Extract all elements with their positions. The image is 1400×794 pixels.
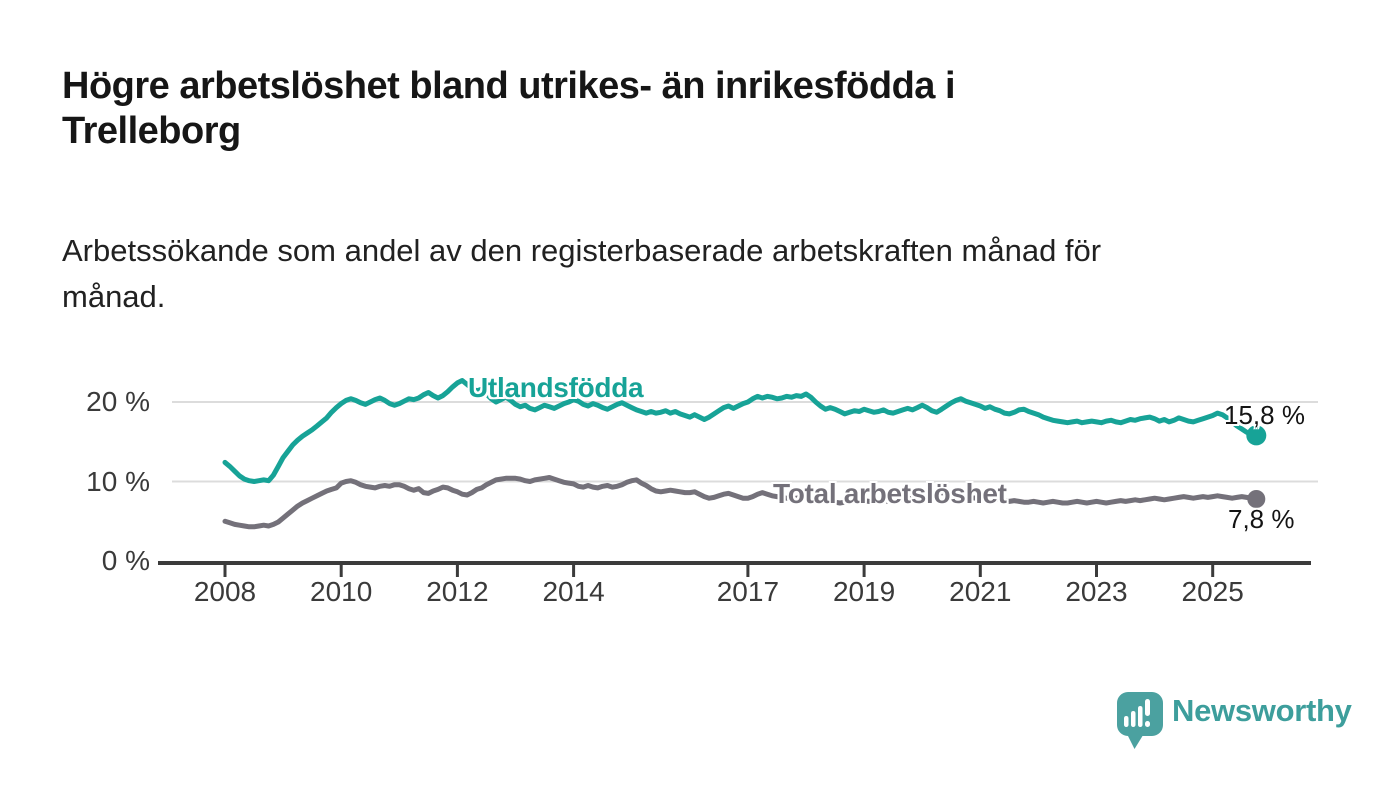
series-line-1 bbox=[222, 475, 1259, 530]
x-tick-label-2025: 2025 bbox=[1181, 576, 1244, 607]
bar-large bbox=[1138, 706, 1143, 727]
end-value-label-total: 7,8 % bbox=[1228, 504, 1295, 534]
bar-small bbox=[1124, 716, 1129, 727]
series-label-utlandsfodda: Utlandsfödda bbox=[468, 372, 644, 403]
x-tick-label-2012: 2012 bbox=[426, 576, 489, 607]
end-value-label-utlandsfodda: 15,8 % bbox=[1224, 400, 1305, 430]
series-label-total-arbetsloshet: Total arbetslöshet bbox=[773, 478, 1007, 509]
bar-medium bbox=[1131, 711, 1136, 727]
x-tick-label-2017: 2017 bbox=[716, 576, 780, 607]
page-title: Högre arbetslöshet bland utrikes- än inr… bbox=[62, 65, 956, 152]
newsworthy-logo: Newsworthy bbox=[1115, 690, 1352, 750]
exclamation-dot bbox=[1145, 721, 1150, 727]
x-tick-label-2014: 2014 bbox=[542, 576, 605, 607]
y-tick-label-0: 0 % bbox=[101, 545, 150, 576]
series-end-dot-1 bbox=[1247, 490, 1266, 508]
chart-subtitle: Arbetssökande som andel av den registerb… bbox=[62, 233, 1102, 314]
x-tick-label-2023: 2023 bbox=[1065, 576, 1128, 607]
newsworthy-icon bbox=[1117, 692, 1163, 749]
x-tick-label-2019: 2019 bbox=[832, 576, 896, 607]
x-tick-label-2021: 2021 bbox=[949, 576, 1012, 607]
series-end-dot-0 bbox=[1246, 425, 1267, 446]
y-tick-label-10: 10 % bbox=[86, 465, 150, 497]
y-tick-label-20: 20 % bbox=[86, 386, 150, 417]
x-tick-label-2010: 2010 bbox=[310, 576, 373, 607]
x-tick-label-2008: 2008 bbox=[193, 576, 257, 607]
series-line-0 bbox=[222, 378, 1259, 484]
exclamation-stem bbox=[1145, 699, 1150, 716]
newsworthy-wordmark: Newsworthy bbox=[1172, 693, 1352, 728]
